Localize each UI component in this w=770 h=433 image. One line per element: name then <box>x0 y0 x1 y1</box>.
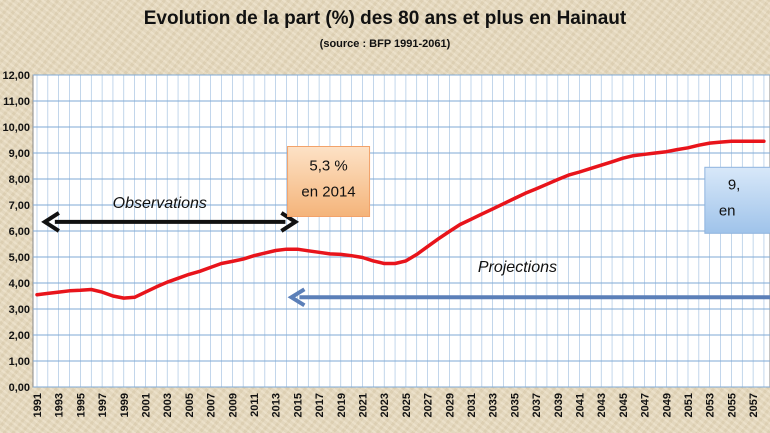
x-tick-label: 2015 <box>292 393 304 417</box>
x-tick-label: 2037 <box>531 393 543 417</box>
series-line-80-plus <box>35 139 766 300</box>
observations-arrow-left-head <box>41 211 60 233</box>
callout-end-year: en <box>719 202 736 219</box>
y-tick-label: 1,00 <box>9 356 30 368</box>
x-axis-tick-labels: 1991 1993 1995 1997 1999 2001 2003 2005 2007 2009… <box>32 393 760 417</box>
horizontal-gridlines <box>33 74 770 388</box>
callout-2014-box <box>287 146 371 217</box>
callout-end: 9, en <box>704 166 770 234</box>
observations-label: Observations <box>113 195 207 212</box>
observations-arrow-right-head <box>280 211 300 233</box>
x-tick-label: 2051 <box>683 393 695 417</box>
x-tick-label: 2055 <box>726 393 738 417</box>
y-tick-label: 2,00 <box>9 330 30 342</box>
callout-2014-year: en 2014 <box>301 184 355 201</box>
x-tick-label: 1997 <box>97 393 109 417</box>
x-tick-label: 2029 <box>444 393 456 417</box>
x-tick-label: 2033 <box>488 393 500 417</box>
x-tick-label: 2045 <box>618 393 630 417</box>
chart-title: Evolution de la part (%) des 80 ans et p… <box>143 8 627 29</box>
callout-end-value: 9, <box>728 176 741 193</box>
y-axis-tick-labels: 0,00 1,00 2,00 3,00 4,00 5,00 6,00 7,00 8,00 9,00… <box>2 70 30 394</box>
x-tick-label: 2011 <box>249 393 261 417</box>
x-tick-label: 2001 <box>141 393 153 417</box>
x-tick-label: 2025 <box>401 393 413 417</box>
x-tick-label: 1991 <box>32 393 44 417</box>
y-tick-label: 0,00 <box>9 382 30 394</box>
callout-2014-value: 5,3 % <box>309 158 347 175</box>
x-tick-label: 1993 <box>54 393 66 417</box>
y-tick-label: 11,00 <box>3 96 30 108</box>
y-tick-label: 7,00 <box>9 200 30 212</box>
x-tick-label: 2017 <box>314 393 326 417</box>
y-tick-label: 3,00 <box>9 304 30 316</box>
y-tick-label: 10,00 <box>2 122 30 134</box>
x-tick-label: 2057 <box>748 393 760 417</box>
x-tick-label: 2049 <box>661 393 673 417</box>
x-tick-label: 2035 <box>509 393 521 417</box>
projections-arrow-head <box>287 287 306 308</box>
y-tick-label: 5,00 <box>9 252 30 264</box>
y-tick-label: 6,00 <box>9 226 30 238</box>
x-tick-label: 2009 <box>227 393 239 417</box>
x-tick-label: 2043 <box>596 393 608 417</box>
y-tick-label: 8,00 <box>9 174 30 186</box>
callout-end-box <box>704 166 770 234</box>
x-tick-label: 1995 <box>75 393 87 417</box>
x-tick-label: 2031 <box>466 393 478 417</box>
x-tick-label: 2013 <box>271 393 283 417</box>
callout-2014: 5,3 % en 2014 <box>287 146 371 217</box>
x-tick-label: 2023 <box>379 393 391 417</box>
y-tick-label: 9,00 <box>9 148 30 160</box>
chart-subtitle: (source : BFP 1991-2061) <box>319 38 451 50</box>
x-tick-label: 2027 <box>423 393 435 417</box>
x-tick-label: 2005 <box>184 393 196 417</box>
observations-arrow <box>41 211 300 233</box>
x-tick-label: 2047 <box>640 393 652 417</box>
x-tick-label: 2053 <box>705 393 717 417</box>
x-tick-label: 2007 <box>206 393 218 417</box>
x-tick-label: 2041 <box>575 393 587 417</box>
projections-arrow <box>287 287 770 308</box>
x-tick-label: 2039 <box>553 393 565 417</box>
y-tick-label: 4,00 <box>9 278 30 290</box>
x-tick-label: 2021 <box>358 393 370 417</box>
x-tick-label: 2019 <box>336 393 348 417</box>
projections-label: Projections <box>478 259 557 276</box>
y-tick-label: 12,00 <box>2 70 30 82</box>
x-tick-label: 2003 <box>162 393 174 417</box>
x-tick-label: 1999 <box>119 393 131 417</box>
